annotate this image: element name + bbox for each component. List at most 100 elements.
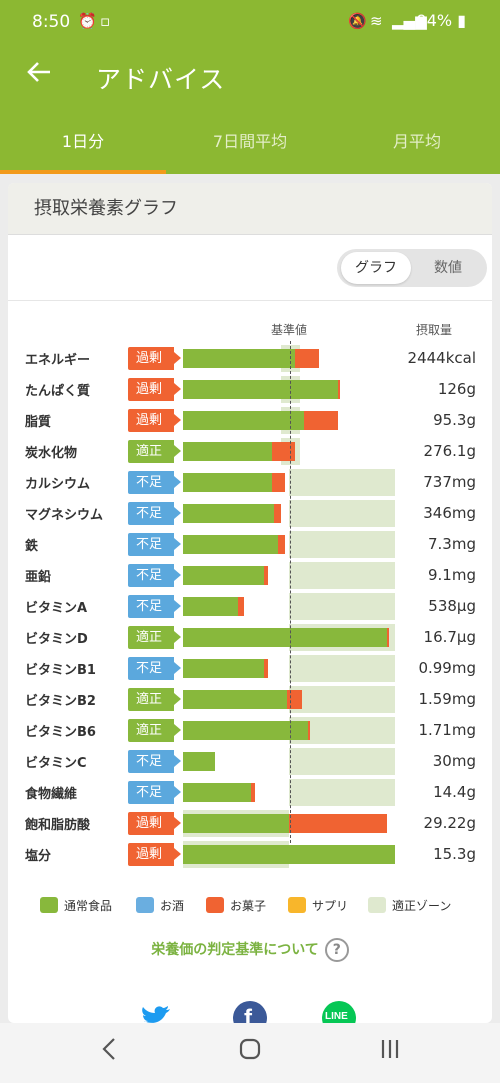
nav-home-icon[interactable]	[230, 1037, 270, 1069]
snack-segment	[272, 473, 285, 492]
snack-segment	[238, 597, 245, 616]
snack-segment	[263, 566, 268, 585]
wifi-icon: ≋	[370, 12, 383, 30]
status-badge: 不足	[128, 657, 181, 680]
snack-segment	[278, 535, 285, 554]
intake-bar	[183, 777, 403, 808]
snack-segment	[289, 814, 387, 833]
nutrient-name: ビタミンA	[25, 601, 88, 616]
nutrient-row: たんぱく質 過剰 126g	[8, 374, 492, 405]
tab-7day-average[interactable]: 7日間平均	[212, 132, 288, 151]
legend-swatch	[288, 897, 306, 913]
mute-icon: 🔕	[348, 12, 367, 30]
twitter-icon[interactable]	[140, 1001, 174, 1023]
status-time: 8:50	[32, 12, 71, 32]
intake-value: 16.7μg	[423, 628, 476, 646]
intake-value: 14.4g	[433, 783, 476, 801]
nutrient-name: ビタミンC	[25, 756, 87, 771]
normal-food-segment	[183, 597, 239, 616]
nutrient-name: 食物繊維	[25, 787, 78, 802]
nutrient-name: エネルギー	[25, 353, 91, 368]
adequate-zone	[289, 469, 395, 496]
nutrient-name: マグネシウム	[25, 508, 104, 523]
nutrient-row: 食物繊維 不足 14.4g	[8, 777, 492, 808]
nutrient-row: 亜鉛 不足 9.1mg	[8, 560, 492, 591]
intake-value: 1.59mg	[418, 690, 476, 708]
normal-food-segment	[183, 845, 395, 864]
app-notification-icon: ▫	[100, 12, 111, 30]
nutrient-name: 炭水化物	[25, 446, 78, 461]
intake-value: 9.1mg	[428, 566, 476, 584]
intake-bar	[183, 622, 403, 653]
nutrient-row: ビタミンB6 適正 1.71mg	[8, 715, 492, 746]
nutrient-row: ビタミンD 適正 16.7μg	[8, 622, 492, 653]
adequate-zone	[289, 531, 395, 558]
normal-food-segment	[183, 721, 309, 740]
normal-food-segment	[183, 628, 387, 647]
legend-alcohol: お酒	[136, 895, 184, 917]
signal-icon: ▂▄▆	[392, 12, 427, 30]
snack-segment	[303, 411, 338, 430]
nutrient-row: 飽和脂肪酸 過剰 29.22g	[8, 808, 492, 839]
normal-food-segment	[183, 783, 251, 802]
legend-swatch	[136, 897, 154, 913]
intake-bar	[183, 343, 403, 374]
graph-view-option[interactable]: グラフ	[341, 252, 411, 284]
status-badge: 適正	[128, 440, 181, 463]
legend-swatch	[206, 897, 224, 913]
battery-level: 94% ▮	[416, 11, 466, 30]
nutrient-name: たんぱく質	[25, 384, 91, 399]
status-badge: 過剰	[128, 409, 181, 432]
nutrient-name: 亜鉛	[25, 570, 52, 585]
legend-normal-food: 通常食品	[40, 895, 112, 917]
nutrient-row: 塩分 過剰 15.3g	[8, 839, 492, 870]
nav-recents-icon[interactable]	[370, 1037, 410, 1069]
criteria-link[interactable]: 栄養価の判定基準について?	[8, 938, 492, 962]
intake-bar	[183, 653, 403, 684]
nutrient-graph-card: 摂取栄養素グラフ グラフ 数値 基準値 摂取量 エネルギー 過剰 2444kcal た…	[8, 183, 492, 1023]
intake-value: 7.3mg	[428, 535, 476, 553]
status-badge: 適正	[128, 688, 181, 711]
snack-segment	[308, 721, 311, 740]
nutrient-name: ビタミンD	[25, 632, 88, 647]
legend-swatch	[40, 897, 58, 913]
nav-back-icon[interactable]	[90, 1037, 130, 1069]
nutrient-row: 脂質 過剰 95.3g	[8, 405, 492, 436]
normal-food-segment	[183, 752, 215, 771]
intake-bar	[183, 591, 403, 622]
card-title: 摂取栄養素グラフ	[8, 183, 492, 235]
tab-monthly-average[interactable]: 月平均	[392, 132, 441, 151]
nutrient-row: カルシウム 不足 737mg	[8, 467, 492, 498]
legend-label: 適正ゾーン	[392, 899, 452, 913]
status-badge: 不足	[128, 595, 181, 618]
legend-adequate-zone: 適正ゾーン	[368, 895, 451, 917]
reference-column-header: 基準値	[271, 323, 308, 337]
status-badge: 過剰	[128, 347, 181, 370]
intake-bar	[183, 374, 403, 405]
tab-1day[interactable]: 1日分	[0, 112, 166, 174]
intake-value: 0.99mg	[418, 659, 476, 677]
normal-food-segment	[183, 535, 279, 554]
nutrient-name: カルシウム	[25, 477, 91, 492]
intake-bar	[183, 746, 403, 777]
intake-bar	[183, 529, 403, 560]
intake-value: 2444kcal	[407, 349, 476, 367]
nutrient-row: ビタミンB1 不足 0.99mg	[8, 653, 492, 684]
normal-food-segment	[183, 473, 273, 492]
nutrient-row: 鉄 不足 7.3mg	[8, 529, 492, 560]
normal-food-segment	[183, 349, 296, 368]
line-icon[interactable]: LINE	[322, 1001, 356, 1023]
facebook-icon[interactable]: f	[233, 1001, 267, 1023]
numeric-view-option[interactable]: 数値	[434, 260, 462, 276]
intake-value: 1.71mg	[418, 721, 476, 739]
legend-label: 通常食品	[64, 899, 113, 913]
adequate-zone	[289, 593, 395, 620]
nutrient-row: ビタミンA 不足 538μg	[8, 591, 492, 622]
back-arrow-icon[interactable]	[24, 58, 54, 92]
intake-value: 126g	[437, 380, 476, 398]
status-badge: 不足	[128, 750, 181, 773]
adequate-zone	[289, 500, 395, 527]
nutrient-row: エネルギー 過剰 2444kcal	[8, 343, 492, 374]
normal-food-segment	[183, 504, 275, 523]
intake-value: 15.3g	[433, 845, 476, 863]
